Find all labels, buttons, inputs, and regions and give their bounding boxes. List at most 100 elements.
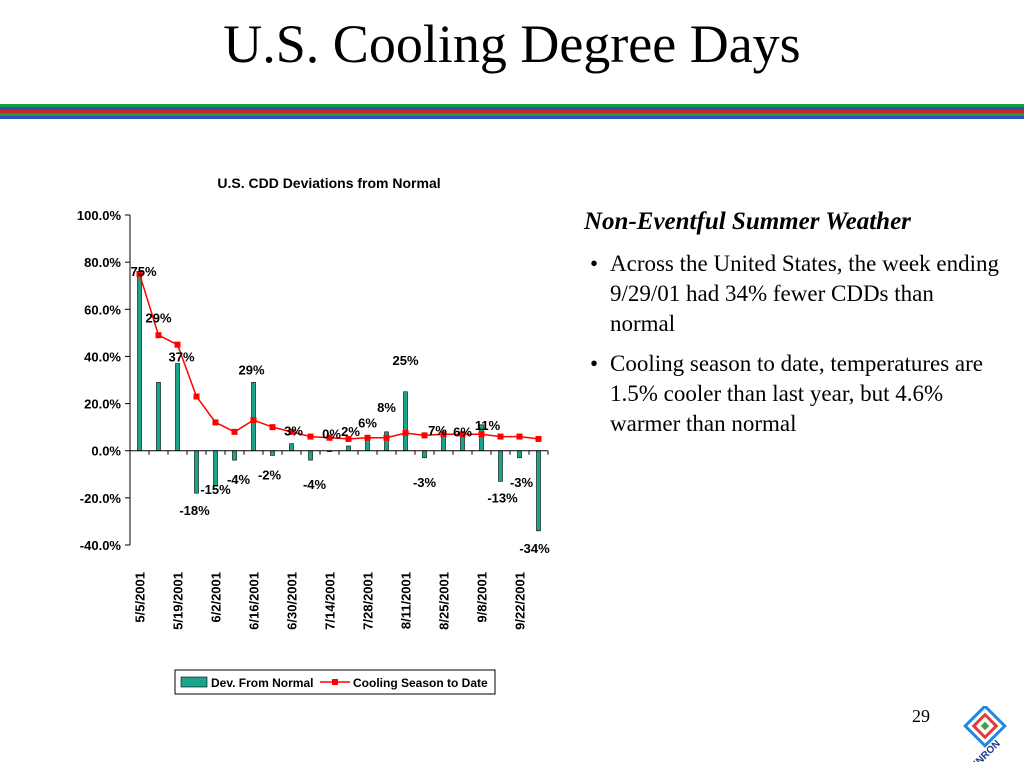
bar-dev-from-normal: [270, 450, 275, 456]
data-labels: 75%29%37%-18%-15%-4%29%-2%3%-4%0% 2%6%8%2…: [130, 264, 550, 556]
legend-label-cooling-season-to-date: Cooling Season to Date: [353, 676, 488, 690]
line-point-marker: [402, 430, 409, 437]
x-tick-label: 8/11/2001: [399, 572, 414, 629]
data-label: -4%: [227, 472, 251, 487]
data-label: 11%: [475, 418, 501, 433]
line-point-marker: [440, 431, 447, 438]
bar-dev-from-normal: [536, 450, 541, 532]
y-tick-label: 60.0%: [84, 302, 121, 317]
legend-swatch-marker: [332, 679, 338, 685]
divider-stripe: [0, 116, 1024, 119]
y-tick-label: 80.0%: [84, 255, 121, 270]
bullet-item: • Across the United States, the week end…: [584, 249, 1004, 339]
enron-logo: ENRON: [963, 706, 1007, 762]
line-point-marker: [421, 432, 428, 439]
line-point-marker: [250, 417, 257, 424]
x-tick-label: 6/16/2001: [247, 572, 262, 630]
y-tick-label: 20.0%: [84, 397, 121, 412]
line-cooling-season-to-date: [138, 273, 539, 440]
y-tick-label: 0.0%: [91, 444, 121, 459]
data-label: -13%: [487, 490, 518, 505]
legend-label-dev-from-normal: Dev. From Normal: [211, 676, 313, 690]
legend-swatch-bar: [180, 676, 208, 688]
bullet-dot-icon: •: [590, 351, 599, 376]
divider-stripe: [0, 104, 1024, 107]
data-label: -2%: [258, 467, 282, 482]
divider-stripe: [0, 110, 1024, 113]
bar-dev-from-normal: [213, 450, 218, 487]
x-tick-label: 6/2/2001: [209, 572, 224, 623]
line-point-marker: [383, 434, 390, 441]
x-tick-label: 5/5/2001: [133, 572, 148, 623]
data-label: 7%: [428, 423, 447, 438]
chart-title: U.S. CDD Deviations from Normal: [217, 175, 440, 191]
logo-wordmark: ENRON: [969, 738, 1002, 762]
divider-stripe: [0, 107, 1024, 110]
y-tick-label: -20.0%: [80, 491, 122, 506]
line-point-marker: [497, 433, 504, 440]
slide-title: U.S. Cooling Degree Days: [223, 14, 801, 74]
data-label: 0%: [322, 427, 341, 442]
data-label: 37%: [168, 350, 194, 365]
chart-legend: Dev. From Normal Cooling Season to Date: [174, 669, 496, 695]
line-point-marker: [459, 431, 466, 438]
data-label: -3%: [510, 475, 534, 490]
data-label: 3%: [284, 424, 303, 439]
bar-series-dev-from-normal: [137, 273, 541, 532]
x-tick-label: 7/14/2001: [323, 572, 338, 630]
x-tick-label: 6/30/2001: [285, 572, 300, 630]
data-label: -18%: [179, 503, 210, 518]
title-divider-stripes: [0, 104, 1024, 119]
line-point-marker: [345, 435, 352, 442]
bullet-dot-icon: •: [590, 251, 599, 276]
data-label: -3%: [413, 475, 437, 490]
data-label: -34%: [519, 541, 550, 556]
bar-dev-from-normal: [289, 443, 294, 452]
bar-dev-from-normal: [251, 382, 256, 452]
data-label: 75%: [130, 264, 156, 279]
line-point-marker: [231, 428, 238, 435]
line-point-marker: [364, 434, 371, 441]
data-label: 29%: [145, 310, 171, 325]
commentary-bullets: • Across the United States, the week end…: [584, 249, 1004, 439]
line-point-marker: [478, 431, 485, 438]
bar-dev-from-normal: [384, 431, 389, 452]
data-label: 8%: [377, 400, 396, 415]
bar-dev-from-normal: [232, 450, 237, 461]
cdd-deviation-chart: U.S. CDD Deviations from Normal 100.0% 80…: [77, 175, 550, 695]
data-label: -4%: [303, 477, 327, 492]
bullet-text: Cooling season to date, temperatures are…: [610, 351, 983, 436]
bar-dev-from-normal: [498, 450, 503, 482]
bar-dev-from-normal: [194, 450, 199, 494]
x-tick-label: 9/8/2001: [475, 572, 490, 623]
x-tick-label: 5/19/2001: [171, 572, 186, 630]
bullet-text: Across the United States, the week endin…: [610, 251, 999, 336]
data-label: 29%: [238, 362, 264, 377]
line-point-marker: [288, 428, 295, 435]
line-point-marker: [535, 435, 542, 442]
y-tick-label: -40.0%: [80, 538, 122, 553]
data-label: 2%: [341, 424, 360, 439]
line-point-marker: [212, 419, 219, 426]
bar-dev-from-normal: [517, 450, 522, 459]
page-number: 29: [912, 706, 930, 726]
line-point-marker: [516, 433, 523, 440]
data-label: 6%: [453, 425, 472, 440]
line-point-marker: [136, 270, 143, 277]
commentary-heading: Non-Eventful Summer Weather: [584, 208, 911, 235]
line-point-marker: [326, 434, 333, 441]
y-axis: 100.0% 80.0% 60.0% 40.0% 20.0% 0.0% -20.0% -40.…: [77, 208, 131, 553]
commentary-panel: Non-Eventful Summer Weather • Across the…: [584, 205, 1004, 449]
y-tick-label: 40.0%: [84, 349, 121, 364]
y-tick-label: 100.0%: [77, 208, 122, 223]
divider-stripe: [0, 113, 1024, 116]
line-point-marker: [155, 332, 162, 339]
x-tick-label: 8/25/2001: [437, 572, 452, 630]
bullet-item: • Cooling season to date, temperatures a…: [584, 349, 1004, 439]
bar-dev-from-normal: [156, 382, 161, 452]
line-point-marker: [269, 424, 276, 431]
data-label: 25%: [392, 353, 418, 368]
line-point-marker: [307, 433, 314, 440]
bar-dev-from-normal: [346, 445, 351, 452]
x-tick-label: 9/22/2001: [513, 572, 528, 630]
